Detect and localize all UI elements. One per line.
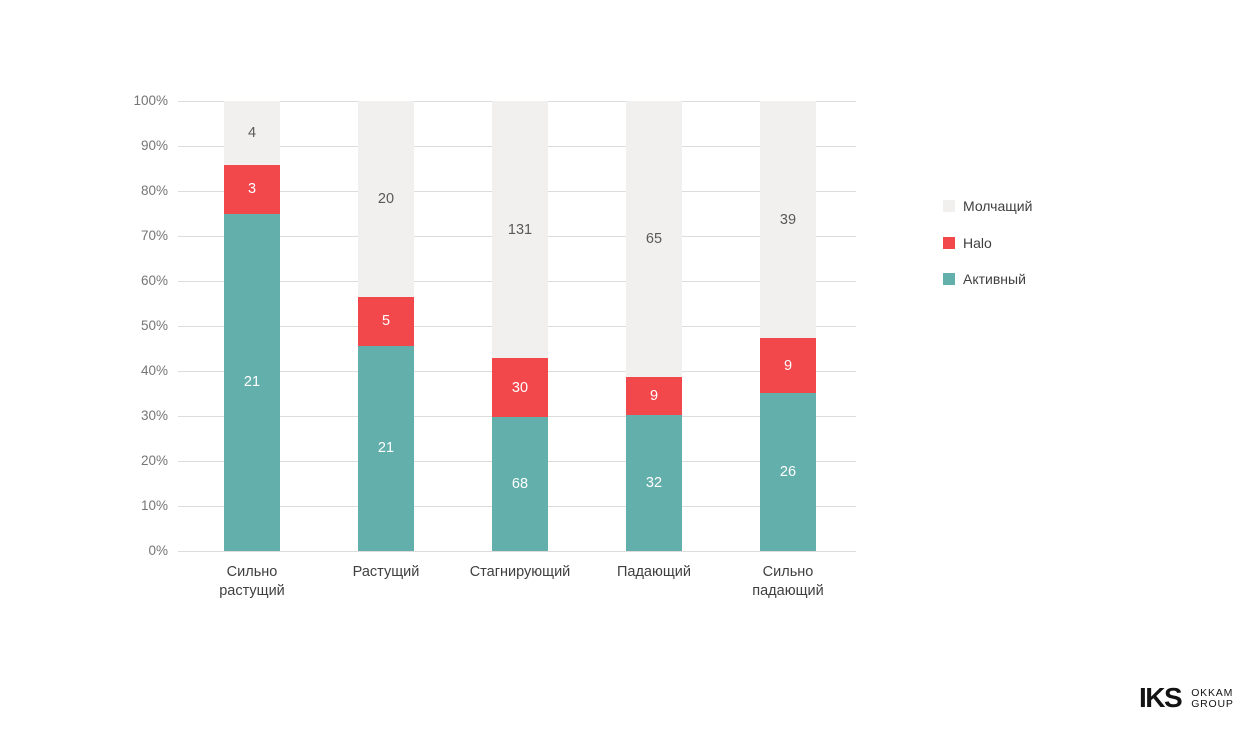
bar-segment-value: 131 [507,221,533,238]
legend-label: Молчащий [963,198,1033,214]
y-tick-label: 30% [140,408,168,423]
okkam-logo: IKS OKKAM GROUP [1139,682,1234,713]
bar-segment-Активный: 21 [224,213,280,551]
bar-segment-value: 39 [779,211,797,228]
legend-item-Halo: Halo [943,234,1032,251]
bar-segment-value: 3 [247,181,257,198]
legend-swatch-icon [943,236,955,249]
bar-4: 32 9 65 [626,101,682,551]
bar-segment-Молчащий: 20 [358,101,414,297]
bar-1: 21 3 4 [224,101,280,551]
y-tick-label: 70% [140,228,168,243]
logo-okkam-group-text: OKKAM GROUP [1191,688,1234,709]
y-tick-label: 100% [133,93,168,108]
bar-3: 68 30 131 [492,101,548,551]
legend-label: Halo [963,234,992,251]
legend-swatch-icon [943,200,955,212]
y-tick-label: 10% [140,498,168,513]
legend-item-Молчащий: Молчащий [943,198,1033,214]
logo-iks-text: IKS [1139,682,1183,713]
gridline [178,100,856,102]
y-tick-label: 40% [140,363,168,378]
y-tick-label: 80% [140,183,168,198]
logo-sub-line1: OKKAM [1191,687,1234,699]
x-category-label: Стагнирующий [469,564,571,580]
bar-segment-Молчащий: 131 [492,101,548,359]
plot-area: 21 3 4 21 5 20 68 30 131 32 9 65 26 9 39 [178,100,856,552]
bar-segment-Активный: 21 [358,345,414,551]
bar-segment-Halo: 9 [626,376,682,416]
y-tick-label: 90% [140,138,168,153]
bar-segment-value: 32 [645,475,663,492]
bar-segment-value: 21 [377,440,395,457]
logo-sub-line2: GROUP [1191,697,1234,710]
y-tick-label: 60% [140,273,168,288]
bar-segment-Активный: 32 [626,415,682,551]
legend-label: Активный [963,271,1026,287]
legend-item-Активный: Активный [943,271,1032,287]
legend: Молчащий Halo Активный [943,198,1033,309]
bar-segment-Активный: 26 [760,392,816,551]
bar-segment-Halo: 9 [760,338,816,393]
bar-segment-value: 65 [645,230,663,247]
bar-segment-value: 9 [783,357,793,374]
bar-2: 21 5 20 [358,101,414,551]
bar-segment-value: 30 [511,379,529,396]
bar-segment-Halo: 30 [492,358,548,418]
bar-segment-value: 20 [377,190,395,207]
y-tick-label: 50% [140,318,168,333]
bar-segment-Активный: 68 [492,417,548,551]
bar-segment-Halo: 3 [224,165,280,214]
bar-5: 26 9 39 [760,101,816,551]
y-tick-label: 20% [140,453,168,468]
bar-segment-Молчащий: 39 [760,101,816,339]
bar-segment-value: 26 [779,463,797,480]
x-category-label: Падающий [616,564,691,580]
gridline [178,550,856,552]
y-axis-tick-labels: 0% 10% 20% 30% 40% 50% 60% 70% 80% 90% 100% [96,93,168,558]
bar-segment-Halo: 5 [358,296,414,346]
x-category-label: Растущий [352,564,420,580]
bar-segment-Молчащий: 65 [626,101,682,377]
bar-segment-value: 68 [511,476,529,493]
x-category-label: Сильно растущий [219,564,285,599]
bar-segment-value: 21 [243,374,261,391]
bar-segment-value: 9 [649,388,659,405]
bar-segment-Молчащий: 4 [224,101,280,166]
y-tick-label: 0% [148,543,168,558]
x-category-label: Сильно падающий [752,564,824,599]
bar-segment-value: 4 [247,125,257,142]
legend-swatch-icon [943,273,955,285]
bar-segment-value: 5 [381,313,391,330]
